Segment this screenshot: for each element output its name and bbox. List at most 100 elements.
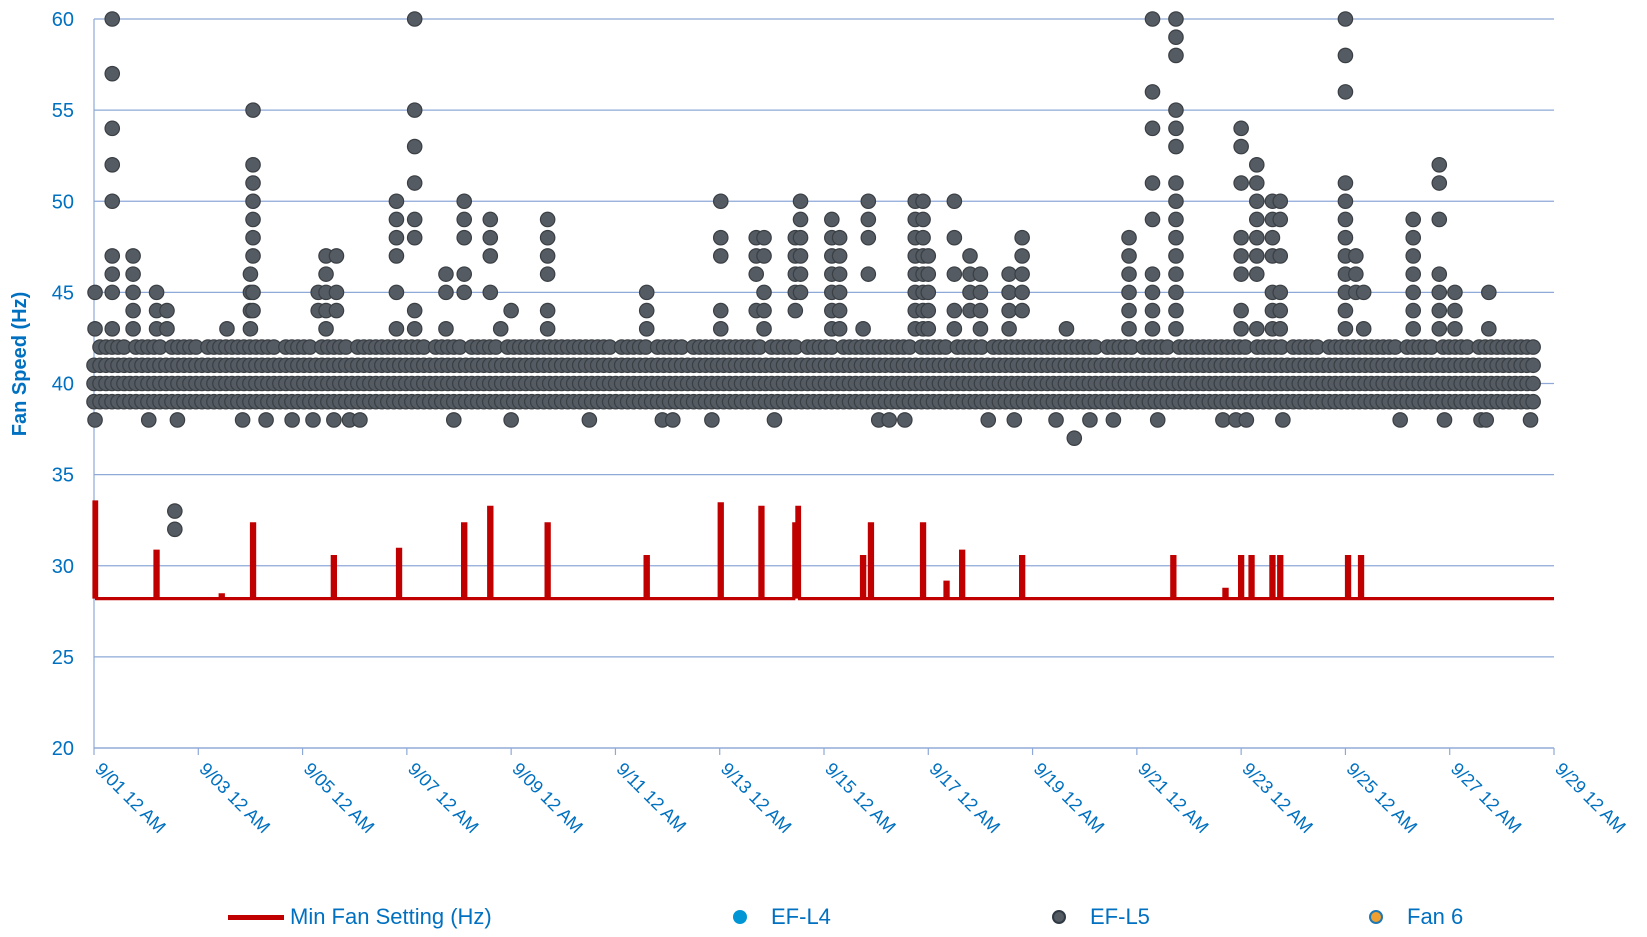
data-point (1431, 266, 1448, 282)
legend-item-fan-6: Fan 6 (1369, 900, 1463, 934)
data-point (792, 229, 809, 246)
data-point (104, 193, 121, 210)
data-point (87, 284, 103, 301)
data-point (1272, 302, 1289, 319)
data-point (1525, 393, 1541, 410)
data-point (406, 175, 423, 191)
data-point (1431, 321, 1448, 337)
data-point (242, 266, 259, 282)
data-point (169, 412, 186, 428)
data-point (1233, 229, 1249, 246)
data-point (245, 302, 261, 319)
data-point (1525, 357, 1541, 374)
data-point (1168, 102, 1184, 118)
data-point (792, 248, 809, 264)
data-point (1337, 302, 1354, 319)
legend-item-ef-l5: EF-L5 (1052, 900, 1150, 934)
x-tick-label: 9/11 12 AM (613, 759, 691, 837)
data-point (1121, 302, 1137, 319)
data-point (756, 248, 772, 264)
data-point (1337, 175, 1354, 191)
data-point (920, 266, 937, 282)
data-point (1233, 248, 1249, 264)
data-point (503, 412, 519, 428)
data-point (1248, 266, 1265, 282)
data-point (1248, 157, 1265, 173)
data-point (1144, 302, 1161, 319)
data-point (1121, 284, 1137, 301)
data-point (104, 284, 121, 301)
data-point (792, 193, 809, 210)
data-point (159, 321, 175, 337)
data-point (1348, 266, 1364, 282)
data-point (284, 412, 300, 428)
x-tick-label: 9/29 12 AM (1551, 759, 1630, 838)
data-point (1447, 321, 1463, 337)
data-point (503, 302, 519, 319)
data-point (915, 229, 931, 246)
data-point (1082, 412, 1098, 428)
y-tick-label: 25 (52, 647, 74, 669)
data-point (1168, 138, 1184, 155)
data-point (1337, 321, 1354, 337)
data-point (245, 193, 261, 210)
data-point (1525, 339, 1541, 355)
data-point (1264, 229, 1281, 246)
data-point (638, 284, 655, 301)
data-point (1431, 284, 1448, 301)
data-point (1001, 284, 1017, 301)
data-point (831, 266, 848, 282)
data-point (482, 248, 499, 264)
data-point (792, 211, 809, 228)
data-point (831, 321, 848, 337)
legend-swatch-dot (733, 910, 747, 924)
data-point (1525, 375, 1541, 392)
data-point (792, 266, 809, 282)
x-tick-label: 9/03 12 AM (195, 759, 274, 838)
data-point (1233, 120, 1249, 137)
data-point (140, 412, 157, 428)
data-point (1144, 211, 1161, 228)
data-point (388, 229, 405, 246)
data-point (860, 266, 877, 282)
data-point (104, 120, 121, 137)
data-point (1168, 175, 1184, 191)
data-point (245, 229, 261, 246)
data-point (245, 157, 261, 173)
data-point (388, 211, 405, 228)
data-point (148, 284, 165, 301)
data-point (915, 211, 931, 228)
data-point (388, 248, 405, 264)
data-point (456, 284, 473, 301)
data-point (125, 266, 141, 282)
data-point (305, 412, 321, 428)
data-point (946, 302, 963, 319)
data-point (1392, 412, 1408, 428)
data-point (860, 193, 877, 210)
data-point (159, 302, 175, 319)
data-point (87, 321, 103, 337)
data-point (1014, 229, 1030, 246)
data-point (445, 412, 462, 428)
data-point (539, 266, 556, 282)
data-point (1014, 266, 1030, 282)
data-point (1248, 175, 1265, 191)
data-point (756, 302, 772, 319)
data-point (1121, 229, 1137, 246)
legend-swatch-line (228, 914, 284, 920)
data-point (242, 321, 259, 337)
data-point (406, 138, 423, 155)
data-point (245, 248, 261, 264)
legend-item-ef-l4: EF-L4 (733, 900, 831, 934)
data-point (704, 412, 720, 428)
data-point (1168, 193, 1184, 210)
data-point (1405, 211, 1422, 228)
data-point (1144, 120, 1161, 137)
data-point (1272, 193, 1289, 210)
data-point (831, 302, 848, 319)
ef-l5-points (86, 11, 1541, 538)
x-tick-label: 9/23 12 AM (1238, 759, 1317, 838)
data-point (1355, 321, 1372, 337)
legend-swatch-dot (1052, 910, 1066, 924)
